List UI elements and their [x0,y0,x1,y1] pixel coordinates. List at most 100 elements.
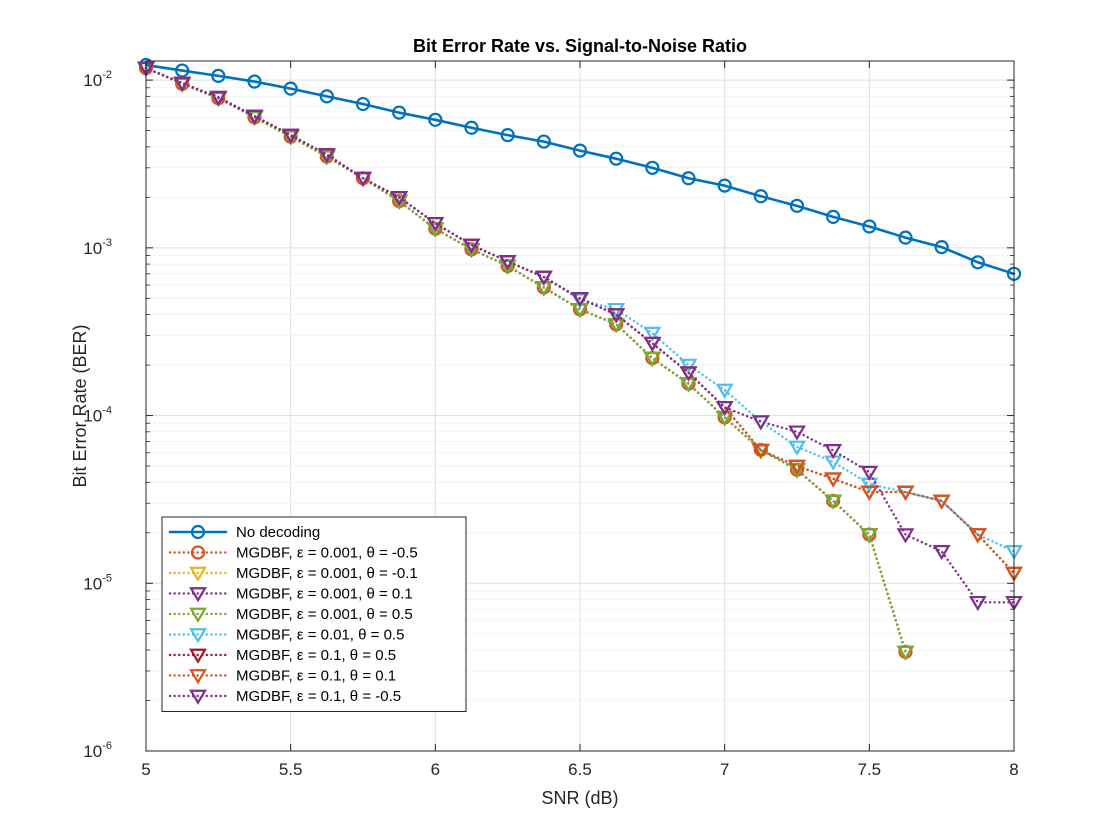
data-point [572,143,588,158]
legend-label: MGDBF, ε = 0.1, θ = 0.1 [236,668,396,685]
y-tick-label: 10-2 [83,69,112,90]
legend-marker [189,566,207,582]
data-point [826,209,841,224]
data-point [862,219,877,234]
data-point [173,76,192,92]
y-axis-title: Bit Error Rate (BER) [70,324,90,487]
data-point [175,63,190,78]
x-tick-label: 6.5 [568,760,592,779]
legend-label: MGDBF, ε = 0.001, θ = -0.5 [236,545,418,562]
data-point [500,128,515,143]
data-point [970,255,985,270]
series-8 [137,61,1023,612]
series-line [144,63,1016,276]
series-line [144,66,1016,553]
chart-title: Bit Error Rate vs. Signal-to-Noise Ratio [413,36,747,56]
legend-label: MGDBF, ε = 0.1, θ = 0.5 [236,647,396,664]
data-point [354,171,372,188]
x-tick-label: 5.5 [279,760,303,779]
legend-entry: MGDBF, ε = 0.001, θ = 0.5 [168,606,413,623]
data-point [534,270,553,286]
legend-label: No decoding [236,524,320,541]
data-point [245,109,264,125]
data-point [751,415,770,431]
data-point [392,105,407,120]
data-point [643,336,662,353]
data-point [715,383,734,399]
data-point [319,89,334,104]
y-tick-label: 10-4 [83,405,112,426]
data-point [462,242,481,259]
data-point [788,463,806,479]
data-point [860,465,879,481]
data-point [498,259,517,275]
legend-entry: MGDBF, ε = 0.1, θ = -0.5 [168,688,401,705]
data-point [968,595,987,612]
data-point [426,216,445,233]
legend-marker [189,587,207,603]
data-point [283,81,298,96]
legend-marker [189,669,207,685]
data-point [896,645,915,661]
data-point [390,194,409,210]
legend-entry: MGDBF, ε = 0.001, θ = 0.1 [168,586,413,603]
data-point [498,255,517,271]
data-point [462,238,481,254]
data-point [934,240,949,255]
data-point [209,90,228,107]
legend-marker [189,648,207,664]
y-tick-label: 10-5 [83,572,112,593]
data-point [607,308,626,324]
data-point [932,545,951,561]
legend-marker [190,545,206,560]
data-point [247,74,262,89]
data-point [464,120,479,135]
data-point [211,68,226,83]
legend-entry: MGDBF, ε = 0.1, θ = 0.1 [168,668,396,685]
legend-marker [189,628,207,644]
data-point [426,222,445,238]
data-point [609,151,624,166]
data-point [571,291,589,308]
legend-marker [189,689,207,705]
y-tick-label: 10-6 [83,740,112,761]
legend-label: MGDBF, ε = 0.001, θ = 0.5 [236,606,413,623]
plot-area: 5 5.5 6 6.5 7 7.5 8 10-6 10-5 10-4 10-3 10-2 [83,57,1023,779]
data-point [679,366,698,382]
legend-label: MGDBF, ε = 0.01, θ = 0.5 [236,627,404,644]
x-tick-label: 6 [431,760,440,779]
x-tick-label: 8 [1009,760,1018,779]
legend: No decoding MGDBF, ε = 0.001, θ = -0.5 MGD… [161,516,467,712]
data-point [968,528,987,544]
legend-entry: MGDBF, ε = 0.001, θ = -0.5 [168,545,418,562]
x-tick-label: 7 [720,760,729,779]
data-point [751,444,770,460]
data-point [317,148,336,164]
data-point [536,134,551,149]
data-point [824,472,843,488]
series-line [144,66,1016,604]
data-point [788,440,806,456]
data-point [355,96,371,112]
data-point [645,160,660,175]
data-point [643,351,662,367]
data-point [824,444,843,460]
legend-label: MGDBF, ε = 0.1, θ = -0.5 [236,688,401,705]
data-point [788,459,806,475]
legend-entry: MGDBF, ε = 0.01, θ = 0.5 [168,627,404,644]
data-point [715,400,734,417]
y-tick-label: 10-3 [83,237,112,258]
data-point [860,485,879,501]
data-point [679,358,698,374]
data-point [390,190,409,207]
legend-marker [190,524,206,540]
data-point [824,494,843,510]
data-point [753,189,768,204]
series-0 [138,57,1022,281]
x-tick-label: 5 [141,760,150,779]
data-point [898,230,913,245]
x-tick-label: 7.5 [858,760,882,779]
data-point [896,528,915,544]
legend-entry: MGDBF, ε = 0.001, θ = -0.1 [168,565,418,582]
